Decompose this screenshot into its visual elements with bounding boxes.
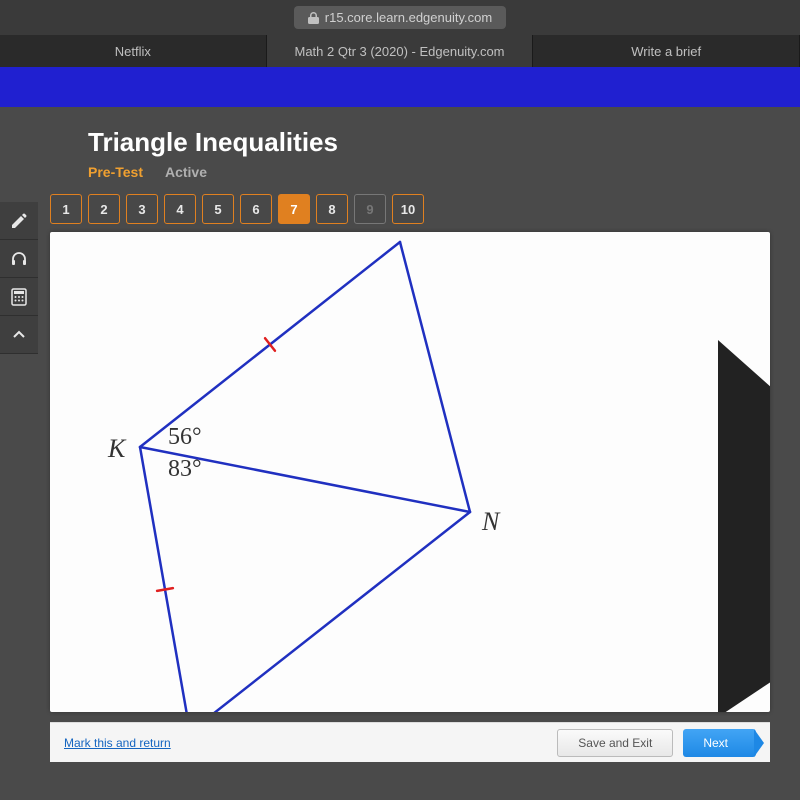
question-nav: 12345678910 — [50, 194, 800, 224]
question-number[interactable]: 10 — [392, 194, 424, 224]
footer-buttons: Save and Exit Next — [557, 729, 756, 757]
svg-text:N: N — [481, 507, 501, 536]
headphones-icon[interactable] — [0, 240, 38, 278]
mark-return-link[interactable]: Mark this and return — [64, 736, 171, 750]
question-number[interactable]: 5 — [202, 194, 234, 224]
question-number[interactable]: 1 — [50, 194, 82, 224]
browser-tab[interactable]: Netflix — [0, 35, 267, 67]
question-number[interactable]: 6 — [240, 194, 272, 224]
calculator-icon[interactable] — [0, 278, 38, 316]
lesson-tab[interactable]: Pre-Test — [88, 164, 143, 180]
url-text: r15.core.learn.edgenuity.com — [325, 10, 492, 25]
question-number[interactable]: 2 — [88, 194, 120, 224]
question-number: 9 — [354, 194, 386, 224]
svg-text:56°: 56° — [168, 424, 202, 450]
content-area: Triangle Inequalities Pre-Test Active 123… — [0, 107, 800, 800]
diagram-canvas: K N 56° 83° — [50, 232, 770, 712]
app-header-strip — [0, 67, 800, 107]
question-number[interactable]: 8 — [316, 194, 348, 224]
svg-text:83°: 83° — [168, 456, 202, 482]
collapse-icon[interactable] — [0, 316, 38, 354]
lesson-tabs: Pre-Test Active — [88, 164, 800, 180]
url-bar[interactable]: r15.core.learn.edgenuity.com — [294, 6, 506, 29]
svg-text:K: K — [107, 434, 127, 463]
lock-icon — [308, 12, 319, 24]
pencil-icon[interactable] — [0, 202, 38, 240]
lesson-tab[interactable]: Active — [165, 164, 207, 180]
browser-tab[interactable]: Math 2 Qtr 3 (2020) - Edgenuity.com — [267, 35, 534, 67]
browser-chrome: r15.core.learn.edgenuity.com — [0, 0, 800, 35]
question-number[interactable]: 4 — [164, 194, 196, 224]
save-exit-button[interactable]: Save and Exit — [557, 729, 673, 757]
tabs-bar: NetflixMath 2 Qtr 3 (2020) - Edgenuity.c… — [0, 35, 800, 67]
browser-tab[interactable]: Write a brief — [533, 35, 800, 67]
question-number[interactable]: 3 — [126, 194, 158, 224]
side-toolbar — [0, 202, 38, 354]
question-number[interactable]: 7 — [278, 194, 310, 224]
lesson-title: Triangle Inequalities — [88, 127, 800, 158]
mouse-cursor-icon — [598, 340, 770, 712]
next-button[interactable]: Next — [683, 729, 756, 757]
footer-bar: Mark this and return Save and Exit Next — [50, 722, 770, 762]
